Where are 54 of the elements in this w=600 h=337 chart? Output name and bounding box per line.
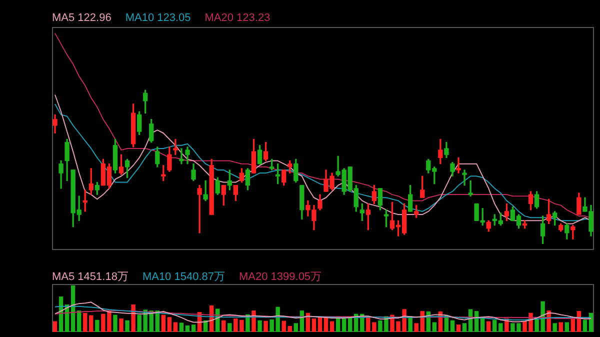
bar bbox=[288, 326, 292, 332]
bar bbox=[89, 315, 94, 332]
candlestick bbox=[179, 148, 184, 164]
bar bbox=[179, 322, 184, 332]
bar bbox=[222, 320, 226, 332]
bar bbox=[330, 321, 334, 332]
bar bbox=[348, 318, 352, 332]
bar bbox=[119, 318, 124, 332]
text: MA10 1540.87万 bbox=[142, 270, 225, 284]
bar bbox=[498, 323, 503, 332]
bar bbox=[570, 318, 576, 332]
bar bbox=[558, 322, 563, 332]
bar bbox=[83, 312, 88, 332]
bar bbox=[564, 322, 570, 332]
bar bbox=[318, 318, 322, 332]
bar bbox=[173, 322, 178, 332]
bar bbox=[582, 320, 588, 332]
bar bbox=[95, 320, 100, 332]
bar bbox=[342, 318, 346, 332]
bar bbox=[185, 325, 190, 332]
text: MA5 122.96 bbox=[52, 12, 112, 24]
candlestick bbox=[570, 224, 576, 240]
bar bbox=[492, 320, 497, 332]
bar bbox=[486, 321, 491, 332]
bar bbox=[312, 318, 316, 332]
bar bbox=[131, 304, 136, 332]
bar bbox=[294, 323, 298, 332]
text: MA10 123.05 bbox=[125, 12, 191, 24]
bar bbox=[52, 321, 58, 332]
bar bbox=[432, 322, 437, 332]
bar bbox=[450, 320, 455, 332]
bar bbox=[282, 320, 286, 332]
bar bbox=[191, 324, 196, 332]
candlestick bbox=[462, 170, 467, 186]
bar bbox=[456, 324, 461, 332]
candlestick bbox=[173, 138, 178, 155]
bar bbox=[76, 310, 82, 332]
bar bbox=[228, 323, 232, 332]
candlestick bbox=[197, 185, 202, 234]
bar bbox=[161, 314, 166, 332]
bar bbox=[264, 320, 268, 332]
candlestick bbox=[468, 180, 473, 196]
bar bbox=[113, 314, 118, 332]
bar bbox=[552, 323, 557, 332]
bar bbox=[167, 317, 172, 332]
bar bbox=[546, 310, 551, 332]
bar bbox=[258, 320, 262, 332]
text: MA20 123.23 bbox=[204, 12, 270, 24]
text: MA5 1451.18万 bbox=[52, 270, 128, 284]
bar bbox=[125, 320, 130, 332]
bar bbox=[462, 323, 467, 332]
candlestick bbox=[456, 157, 461, 174]
bar bbox=[414, 323, 418, 332]
text: MA20 1399.05万 bbox=[239, 270, 322, 284]
